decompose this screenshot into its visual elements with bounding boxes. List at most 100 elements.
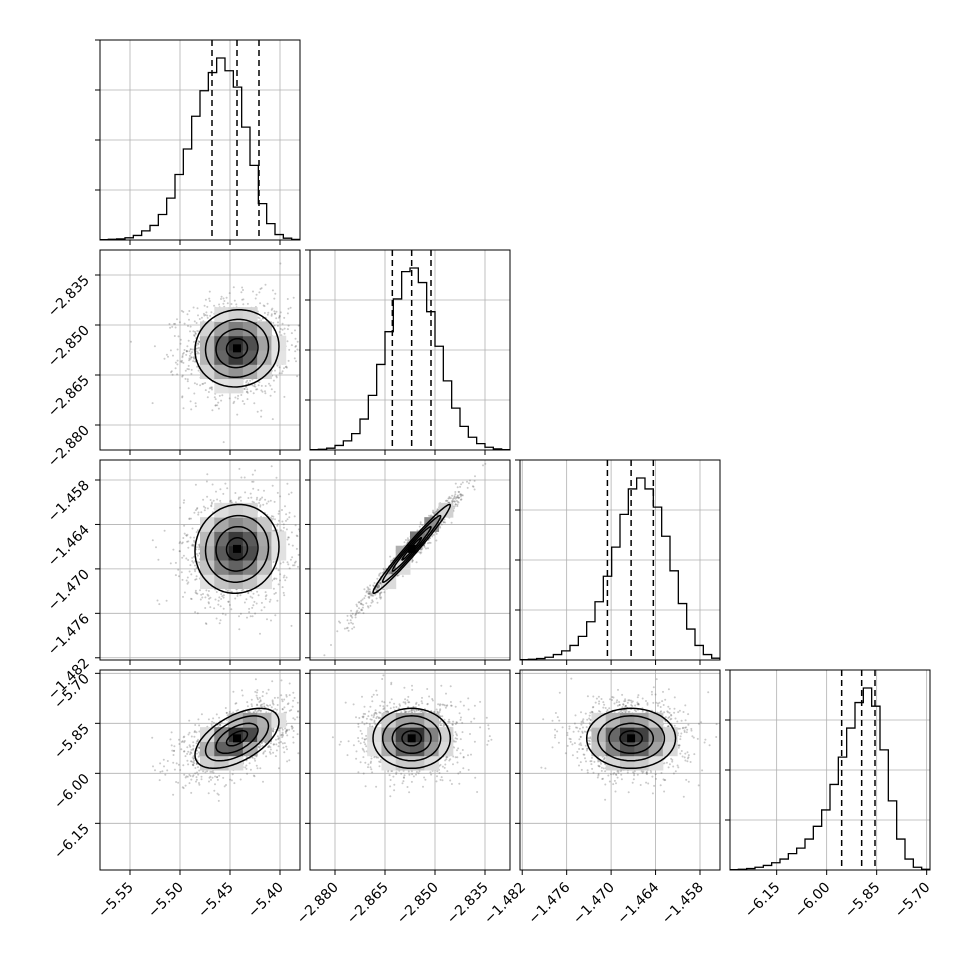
sample-point (190, 598, 193, 600)
sample-point (277, 583, 280, 586)
sample-point (389, 561, 392, 564)
sample-point (245, 381, 248, 384)
sample-point (425, 531, 427, 534)
sample-point (186, 582, 189, 585)
sample-point (194, 591, 197, 594)
sample-point (281, 698, 283, 701)
sample-point (174, 361, 177, 364)
sample-point (188, 518, 191, 520)
sample-point (237, 394, 240, 397)
sample-point (345, 627, 348, 630)
scatter-panel-3-0 (95, 669, 301, 875)
sample-point (368, 597, 371, 599)
sample-point (188, 350, 191, 353)
sample-point (204, 596, 207, 599)
sample-point (251, 473, 254, 476)
sample-point (236, 413, 239, 416)
sample-point (288, 709, 291, 712)
sample-point (281, 520, 284, 523)
sample-point (259, 632, 261, 635)
sample-point (185, 534, 188, 537)
sample-point (268, 600, 271, 603)
sample-point (196, 365, 199, 368)
sample-point (286, 729, 289, 732)
sample-point (215, 617, 218, 620)
sample-point (258, 291, 261, 294)
sample-point (311, 512, 313, 514)
sample-point (453, 495, 456, 498)
sample-point (457, 494, 459, 497)
sample-point (180, 571, 183, 574)
sample-point (361, 606, 364, 609)
sample-point (460, 498, 463, 501)
sample-point (429, 515, 432, 518)
sample-point (460, 483, 463, 486)
sample-point (194, 724, 197, 726)
sample-point (225, 784, 227, 786)
density-cell (228, 502, 244, 518)
sample-point (183, 740, 186, 742)
sample-point (287, 359, 290, 362)
sample-point (187, 325, 189, 327)
sample-point (255, 602, 258, 605)
sample-point (253, 383, 256, 386)
sample-point (236, 397, 239, 400)
sample-point (173, 335, 176, 337)
sample-point (252, 290, 254, 293)
sample-point (204, 298, 207, 301)
sample-point (290, 531, 293, 534)
sample-point (240, 589, 243, 592)
sample-point (473, 479, 476, 482)
sample-point (194, 564, 196, 567)
sample-point (222, 596, 225, 599)
sample-point (283, 594, 286, 597)
sample-point (411, 560, 414, 563)
sample-point (196, 330, 199, 332)
sample-point (182, 537, 185, 539)
sample-point (234, 492, 237, 494)
sample-point (177, 781, 180, 784)
sample-point (240, 394, 243, 396)
sample-point (331, 482, 333, 484)
sample-point (218, 394, 221, 397)
sample-point (189, 358, 192, 361)
sample-point (279, 573, 282, 576)
sample-point (411, 559, 414, 562)
sample-point (273, 578, 275, 581)
sample-point (246, 772, 249, 775)
sample-point (208, 297, 211, 300)
sample-point (258, 502, 261, 504)
sample-point (279, 579, 281, 582)
contour-3 (194, 308, 280, 388)
sample-point (240, 291, 243, 294)
sample-point (393, 557, 396, 560)
sample-point (226, 590, 229, 593)
sample-point (239, 612, 242, 615)
sample-point (230, 590, 233, 593)
sample-point (295, 345, 297, 347)
sample-point (367, 587, 370, 590)
contour-2 (381, 514, 442, 583)
sample-point (243, 388, 246, 390)
sample-point (419, 521, 422, 524)
density-cell (257, 545, 272, 561)
sample-point (303, 569, 305, 571)
sample-point (360, 602, 363, 605)
sample-point (349, 619, 352, 622)
sample-point (371, 599, 374, 602)
sample-point (277, 321, 279, 324)
contour-0 (225, 537, 249, 561)
sample-point (195, 553, 198, 555)
sample-point (186, 576, 189, 579)
sample-point (180, 542, 183, 545)
sample-point (228, 604, 231, 606)
sample-point (256, 703, 258, 706)
sample-point (187, 387, 190, 390)
sample-point (286, 482, 289, 485)
sample-point (242, 289, 244, 291)
sample-point (251, 480, 254, 483)
sample-point (453, 500, 456, 503)
sample-point (442, 521, 445, 524)
sample-point (281, 509, 283, 511)
sample-point (193, 757, 195, 760)
